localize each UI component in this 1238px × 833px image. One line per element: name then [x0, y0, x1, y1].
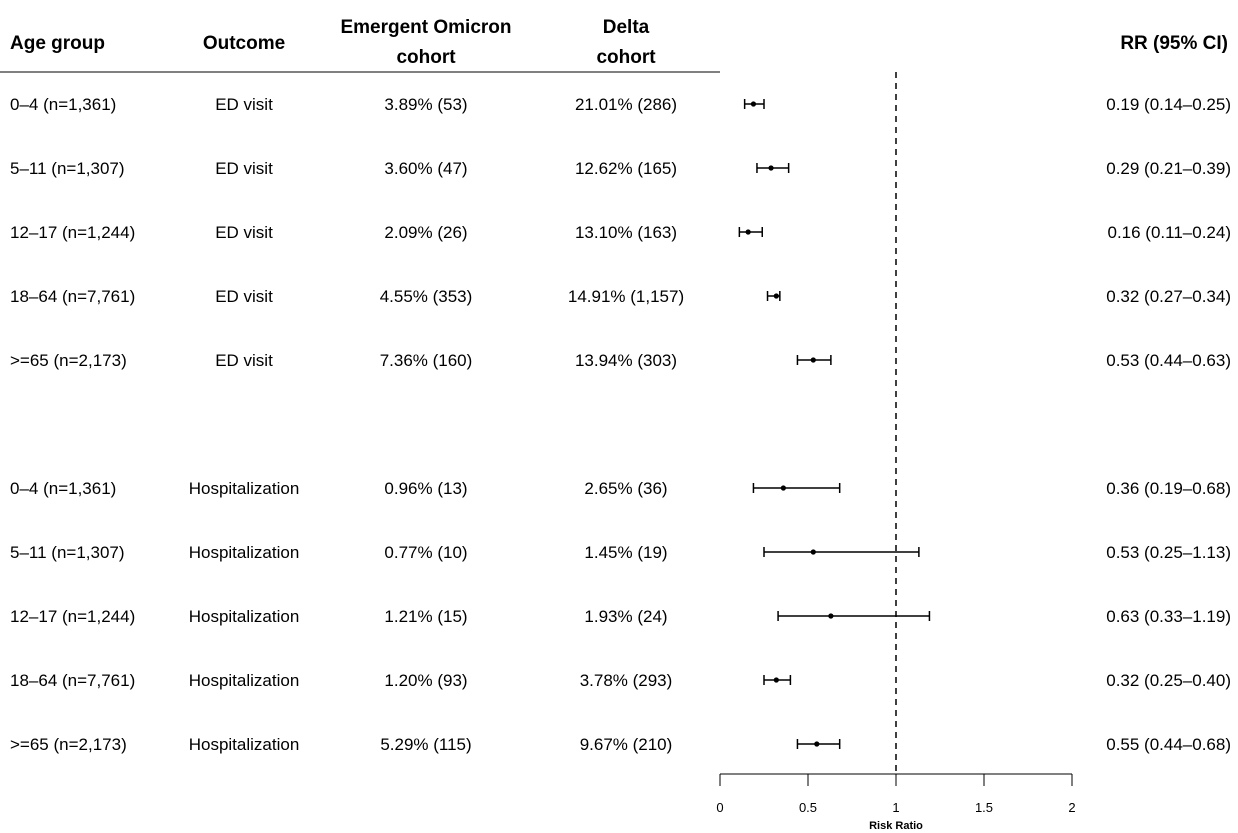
cell-delta: 13.10% (163) [575, 223, 677, 242]
ci-mark [745, 99, 764, 109]
point-estimate [774, 293, 779, 298]
cell-rr: 0.29 (0.21–0.39) [1106, 159, 1231, 178]
cell-delta: 9.67% (210) [580, 735, 673, 754]
cell-delta: 14.91% (1,157) [568, 287, 684, 306]
point-estimate [751, 101, 756, 106]
point-estimate [781, 485, 786, 490]
header-delta-line1: Delta [603, 17, 650, 38]
cell-omicron: 1.20% (93) [384, 671, 467, 690]
ci-mark [778, 611, 929, 621]
x-axis: 0 0.5 1 1.5 2 [716, 774, 1075, 815]
cell-outcome: Hospitalization [189, 671, 300, 690]
cell-omicron: 1.21% (15) [384, 607, 467, 626]
cell-age-group: >=65 (n=2,173) [10, 351, 127, 370]
cell-outcome: ED visit [215, 159, 273, 178]
cell-outcome: ED visit [215, 223, 273, 242]
cell-outcome: Hospitalization [189, 479, 300, 498]
cell-age-group: 18–64 (n=7,761) [10, 671, 135, 690]
cell-rr: 0.16 (0.11–0.24) [1108, 223, 1232, 242]
cell-rr: 0.19 (0.14–0.25) [1106, 95, 1231, 114]
x-axis-label: Risk Ratio [869, 820, 923, 832]
header-omicron-line2: cohort [396, 47, 456, 68]
point-estimate [828, 613, 833, 618]
column-headers: Age group Outcome Emergent Omicron cohor… [10, 17, 1228, 68]
cell-omicron: 0.77% (10) [384, 543, 467, 562]
cell-age-group: 0–4 (n=1,361) [10, 95, 116, 114]
x-tick-label: 1.5 [975, 800, 993, 815]
point-estimate [811, 357, 816, 362]
cell-omicron: 3.60% (47) [384, 159, 467, 178]
cell-outcome: Hospitalization [189, 543, 300, 562]
cell-delta: 1.45% (19) [584, 543, 667, 562]
point-estimate [814, 741, 819, 746]
cell-age-group: 12–17 (n=1,244) [10, 223, 135, 242]
cell-omicron: 7.36% (160) [380, 351, 473, 370]
cell-age-group: 0–4 (n=1,361) [10, 479, 116, 498]
ci-mark [739, 227, 762, 237]
cell-delta: 13.94% (303) [575, 351, 677, 370]
header-rr: RR (95% CI) [1120, 33, 1228, 54]
point-estimate [746, 229, 751, 234]
cell-age-group: 18–64 (n=7,761) [10, 287, 135, 306]
point-estimate [768, 165, 773, 170]
cell-age-group: >=65 (n=2,173) [10, 735, 127, 754]
cell-delta: 1.93% (24) [584, 607, 667, 626]
cell-rr: 0.63 (0.33–1.19) [1106, 607, 1231, 626]
x-tick-label: 1 [892, 800, 899, 815]
cell-delta: 3.78% (293) [580, 671, 673, 690]
cell-outcome: Hospitalization [189, 735, 300, 754]
cell-omicron: 0.96% (13) [384, 479, 467, 498]
x-tick-label: 0 [716, 800, 723, 815]
x-tick-label: 0.5 [799, 800, 817, 815]
cell-outcome: ED visit [215, 287, 273, 306]
cell-omicron: 5.29% (115) [380, 735, 471, 754]
ci-mark [753, 483, 839, 493]
cell-outcome: Hospitalization [189, 607, 300, 626]
header-omicron-line1: Emergent Omicron [340, 17, 511, 38]
cell-outcome: ED visit [215, 351, 273, 370]
cell-omicron: 4.55% (353) [380, 287, 473, 306]
ci-mark [797, 739, 839, 749]
x-tick-label: 2 [1068, 800, 1075, 815]
cell-rr: 0.53 (0.44–0.63) [1106, 351, 1231, 370]
ci-mark [797, 355, 830, 365]
table-rows: 0–4 (n=1,361) ED visit 3.89% (53) 21.01% (2… [10, 95, 1231, 754]
header-age-group: Age group [10, 33, 105, 54]
cell-age-group: 12–17 (n=1,244) [10, 607, 135, 626]
cell-rr: 0.32 (0.25–0.40) [1106, 671, 1231, 690]
cell-rr: 0.36 (0.19–0.68) [1106, 479, 1231, 498]
header-delta-line2: cohort [596, 47, 656, 68]
ci-mark [757, 163, 789, 173]
cell-delta: 12.62% (165) [575, 159, 677, 178]
cell-omicron: 3.89% (53) [384, 95, 467, 114]
cell-rr: 0.32 (0.27–0.34) [1106, 287, 1231, 306]
cell-rr: 0.55 (0.44–0.68) [1106, 735, 1231, 754]
ci-mark [768, 291, 780, 301]
cell-outcome: ED visit [215, 95, 273, 114]
forest-marks [739, 99, 929, 749]
cell-delta: 2.65% (36) [584, 479, 667, 498]
cell-rr: 0.53 (0.25–1.13) [1106, 543, 1231, 562]
point-estimate [774, 677, 779, 682]
cell-age-group: 5–11 (n=1,307) [10, 159, 125, 178]
ci-mark [764, 675, 790, 685]
cell-omicron: 2.09% (26) [384, 223, 467, 242]
cell-age-group: 5–11 (n=1,307) [10, 543, 125, 562]
cell-delta: 21.01% (286) [575, 95, 677, 114]
header-outcome: Outcome [203, 33, 285, 54]
point-estimate [811, 549, 816, 554]
